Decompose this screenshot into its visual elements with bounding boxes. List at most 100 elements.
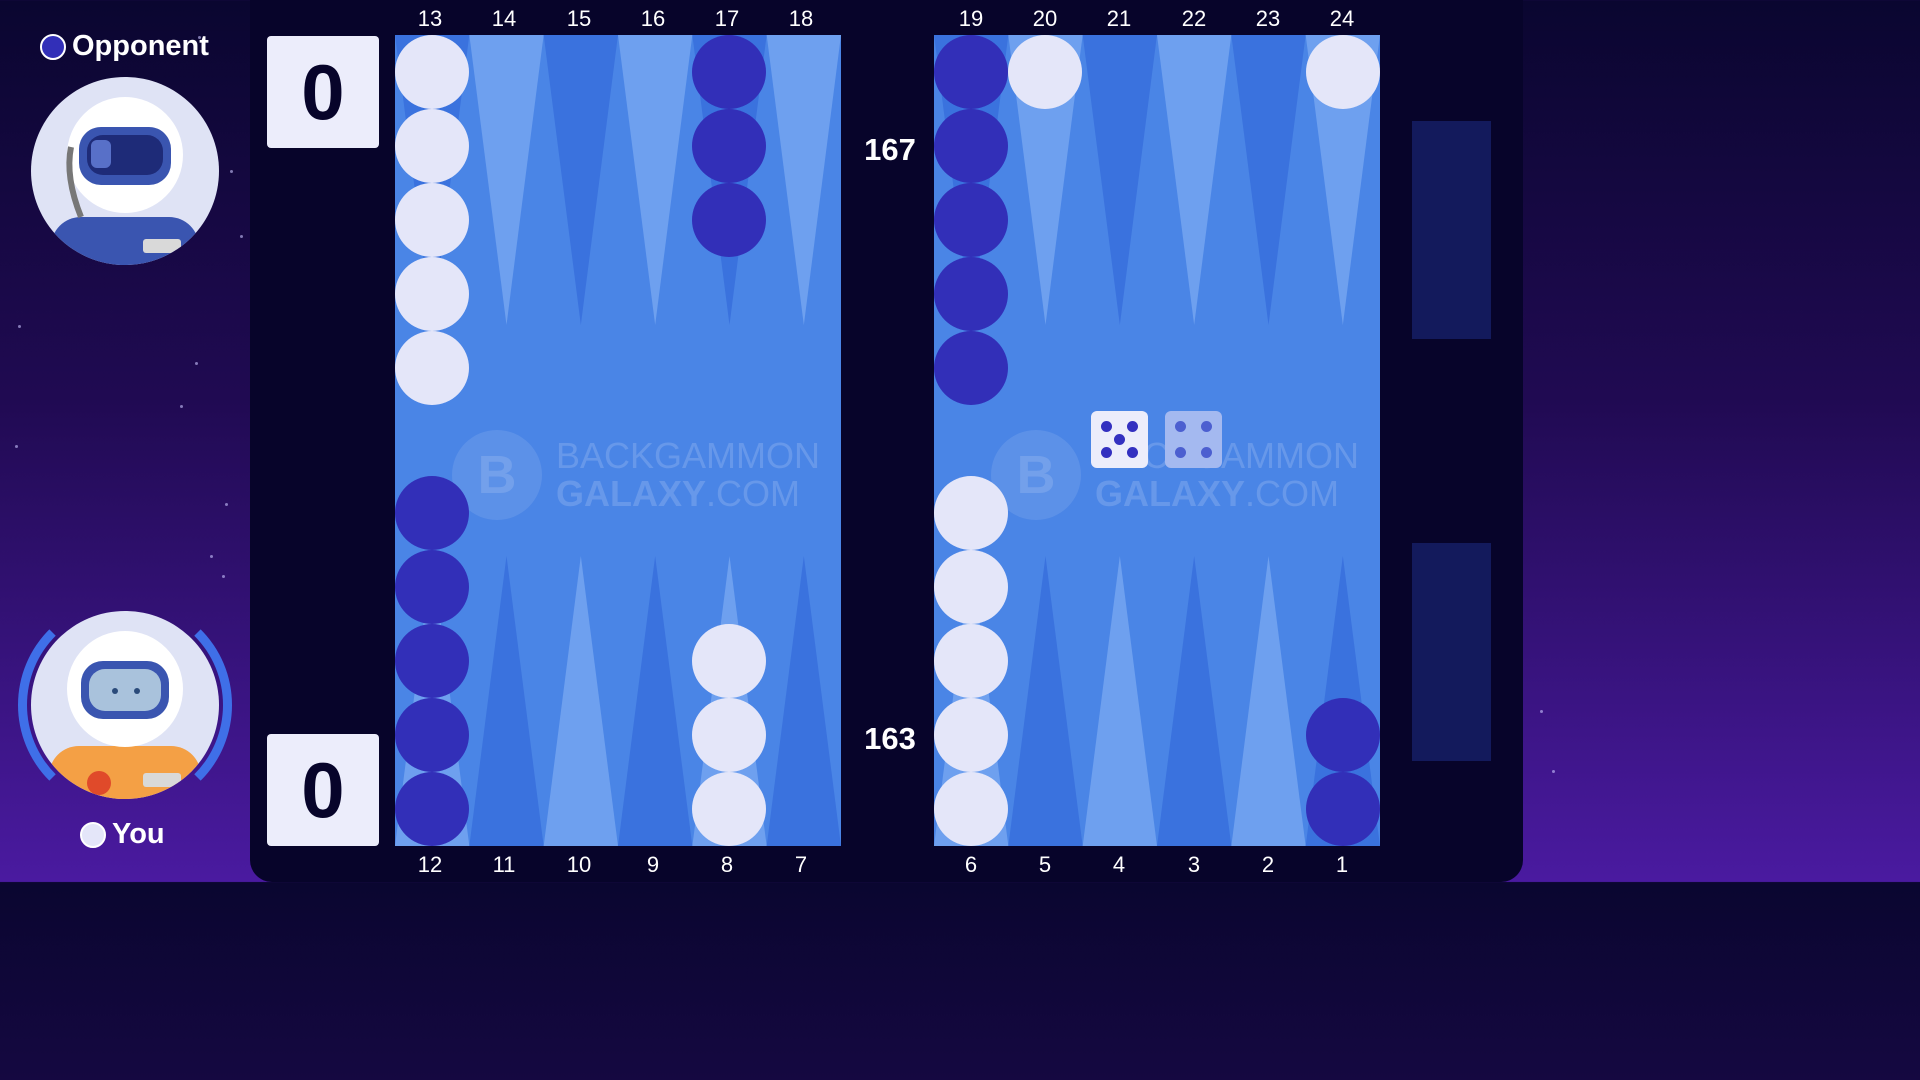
board-right-half[interactable]: B BACKGAMMON GALAXY.COM	[934, 35, 1380, 846]
point-number: 6	[964, 852, 978, 877]
point-number: 24	[1329, 6, 1355, 31]
board-point-top[interactable]	[469, 35, 544, 325]
white-checker[interactable]	[934, 624, 1009, 698]
point-number: 9	[646, 852, 660, 877]
die-five[interactable]	[1091, 411, 1148, 468]
point-number: 4	[1112, 852, 1126, 877]
player-color-dot	[80, 821, 106, 848]
white-checker[interactable]	[395, 35, 470, 109]
die-pip	[1100, 447, 1112, 459]
white-checker[interactable]	[934, 550, 1009, 624]
blue-checker[interactable]	[692, 109, 767, 183]
blue-checker[interactable]	[395, 476, 470, 550]
astronaut-avatar-icon[interactable]	[31, 611, 219, 799]
watermark-line1: BACKGAMMON	[556, 435, 821, 476]
board-point-bottom[interactable]	[766, 556, 841, 846]
point-number: 21	[1106, 6, 1132, 31]
opponent-score: 0	[267, 36, 379, 148]
die-pip	[1201, 420, 1213, 432]
blue-checker[interactable]	[934, 109, 1009, 183]
watermark-line2-bold: GALAXY	[1095, 473, 1246, 514]
blue-checker[interactable]	[934, 35, 1009, 109]
board-point-top[interactable]	[1008, 35, 1083, 325]
white-checker[interactable]	[1305, 35, 1380, 109]
blue-checker[interactable]	[692, 35, 767, 109]
white-checker[interactable]	[395, 109, 470, 183]
point-number: 10	[566, 852, 592, 877]
bear-off-tray-opponent[interactable]	[1412, 121, 1491, 339]
point-number: 1	[1335, 852, 1349, 877]
blue-checker[interactable]	[395, 624, 470, 698]
board-point-top[interactable]	[766, 35, 841, 325]
board-point-bottom[interactable]	[1157, 556, 1232, 846]
board-point-bottom[interactable]	[618, 556, 693, 846]
player-name: You	[112, 818, 165, 850]
white-checker[interactable]	[692, 624, 767, 698]
white-checker[interactable]	[395, 331, 470, 405]
board-point-top[interactable]	[1082, 35, 1157, 325]
blue-checker[interactable]	[395, 772, 470, 846]
point-number: 15	[566, 6, 592, 31]
point-number: 2	[1261, 852, 1275, 877]
blue-checker[interactable]	[1305, 698, 1380, 772]
board-point-top[interactable]	[1305, 35, 1380, 325]
point-number: 14	[491, 6, 517, 31]
blue-checker[interactable]	[692, 183, 767, 257]
white-checker[interactable]	[1008, 35, 1083, 109]
watermark-line2-rest: .COM	[706, 473, 801, 514]
player-score: 0	[267, 734, 379, 846]
watermark-line2-bold: GALAXY	[556, 473, 707, 514]
blue-checker[interactable]	[395, 550, 470, 624]
point-number: 18	[788, 6, 814, 31]
white-checker[interactable]	[934, 698, 1009, 772]
point-number: 22	[1181, 6, 1207, 31]
bear-off-tray-player[interactable]	[1412, 543, 1491, 761]
die-pip	[1114, 434, 1125, 445]
astronaut-avatar-icon[interactable]	[31, 77, 219, 265]
board-point-bottom[interactable]	[469, 556, 544, 846]
white-checker[interactable]	[934, 476, 1009, 550]
die-pip	[1174, 447, 1186, 459]
point-number: 3	[1187, 852, 1201, 877]
die-pip	[1100, 420, 1112, 432]
white-checker[interactable]	[934, 772, 1009, 846]
board-point-bottom[interactable]	[1008, 556, 1083, 846]
blue-checker[interactable]	[395, 698, 470, 772]
die-four-used[interactable]	[1165, 411, 1222, 468]
point-number: 5	[1038, 852, 1052, 877]
board-left-half[interactable]: B BACKGAMMON GALAXY.COM	[395, 35, 841, 846]
board-point-bottom[interactable]	[1082, 556, 1157, 846]
point-number: 13	[417, 6, 443, 31]
point-number: 8	[720, 852, 734, 877]
board-point-bottom[interactable]	[543, 556, 618, 846]
white-checker[interactable]	[692, 772, 767, 846]
board-point-top[interactable]	[1231, 35, 1306, 325]
die-pip	[1174, 420, 1186, 432]
board-point-bottom[interactable]	[1231, 556, 1306, 846]
point-number: 7	[794, 852, 808, 877]
watermark-line2-rest: .COM	[1245, 473, 1340, 514]
point-number: 11	[492, 852, 516, 877]
point-number: 19	[958, 6, 984, 31]
die-pip	[1201, 447, 1213, 459]
opponent-pip-count: 167	[864, 132, 916, 167]
white-checker[interactable]	[692, 698, 767, 772]
board-point-top[interactable]	[1157, 35, 1232, 325]
board-point-top[interactable]	[543, 35, 618, 325]
point-number: 23	[1255, 6, 1281, 31]
point-number: 12	[417, 852, 443, 877]
point-number: 20	[1032, 6, 1058, 31]
blue-checker[interactable]	[934, 183, 1009, 257]
blue-checker[interactable]	[1305, 772, 1380, 846]
active-turn-ring	[18, 598, 232, 812]
board-point-top[interactable]	[618, 35, 693, 325]
white-checker[interactable]	[395, 183, 470, 257]
die-pip	[1127, 420, 1139, 432]
white-checker[interactable]	[395, 257, 470, 331]
point-number: 17	[714, 6, 740, 31]
watermark: B BACKGAMMON GALAXY.COM	[452, 430, 820, 520]
player-label: You	[80, 818, 165, 851]
blue-checker[interactable]	[934, 257, 1009, 331]
blue-checker[interactable]	[934, 331, 1009, 405]
point-number: 16	[640, 6, 666, 31]
